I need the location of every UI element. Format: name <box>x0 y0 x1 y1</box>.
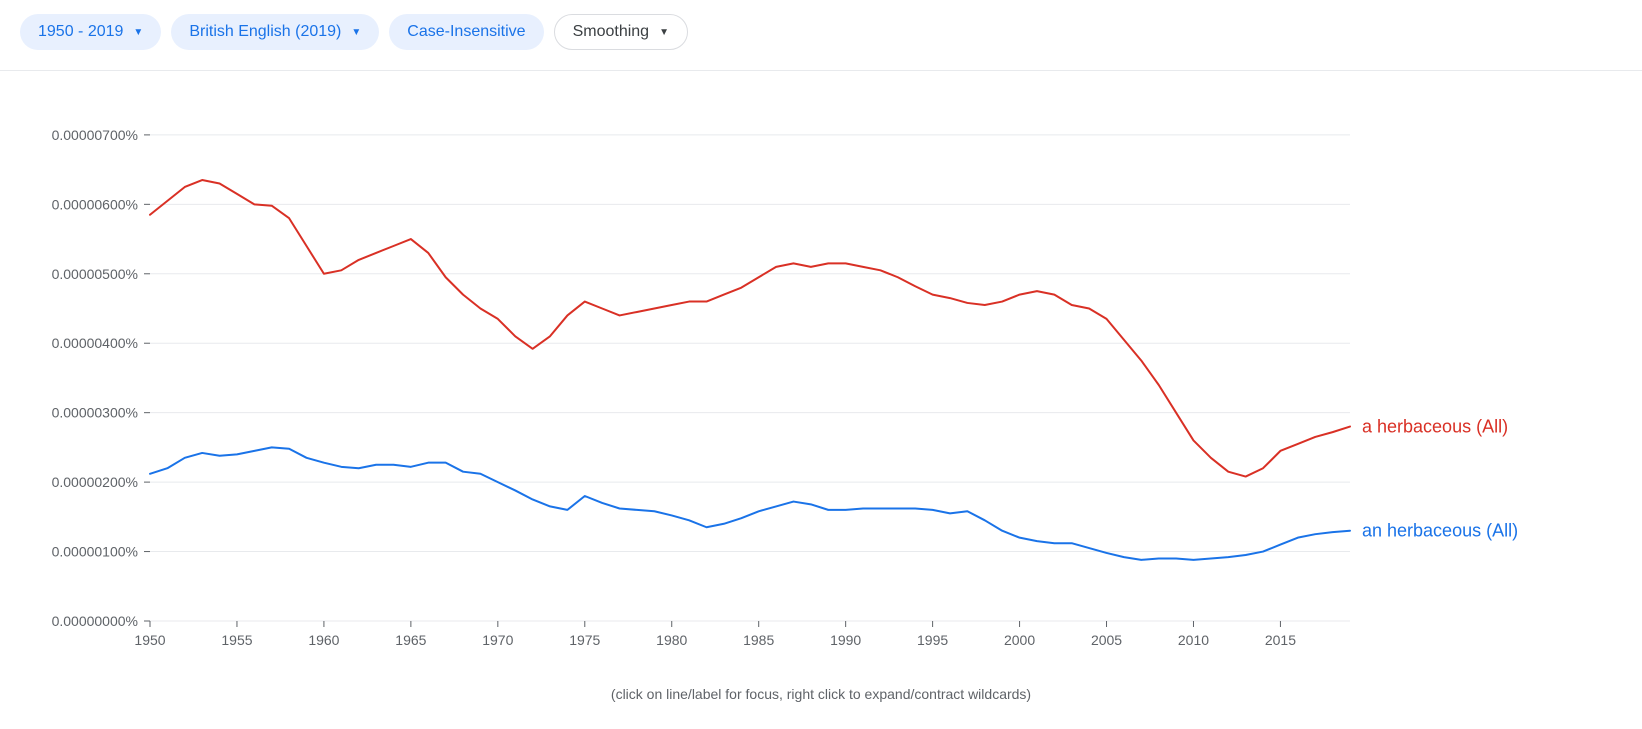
x-axis-label: 1950 <box>134 632 165 648</box>
filter-chip-label: Case-Insensitive <box>407 23 525 41</box>
chart-container: 0.00000000% 0.00000100% 0.00000200% 0.00000… <box>0 71 1642 676</box>
chevron-down-icon: ▼ <box>659 27 669 38</box>
filter-chip-1[interactable]: British English (2019) ▼ <box>171 14 379 50</box>
series-line-0[interactable] <box>150 180 1350 477</box>
x-axis-label: 1995 <box>917 632 948 648</box>
y-axis-label: 0.00000600% <box>52 196 138 212</box>
y-axis-label: 0.00000400% <box>52 335 138 351</box>
x-axis-label: 1990 <box>830 632 861 648</box>
filter-chip-0[interactable]: 1950 - 2019 ▼ <box>20 14 161 50</box>
x-axis-label: 2015 <box>1265 632 1296 648</box>
x-axis-label: 1980 <box>656 632 687 648</box>
filter-chip-2[interactable]: Case-Insensitive <box>389 14 543 50</box>
ngram-line-chart: 0.00000000% 0.00000100% 0.00000200% 0.00000… <box>20 111 1620 671</box>
x-axis-label: 2000 <box>1004 632 1035 648</box>
y-axis-label: 0.00000100% <box>52 544 138 560</box>
x-axis-label: 1955 <box>221 632 252 648</box>
filter-chip-label: Smoothing <box>573 23 650 41</box>
x-axis-label: 1985 <box>743 632 774 648</box>
filter-toolbar: 1950 - 2019 ▼ British English (2019) ▼ Case-… <box>0 0 1642 71</box>
x-axis-label: 1970 <box>482 632 513 648</box>
chart-hint-text: (click on line/label for focus, right cl… <box>0 676 1642 722</box>
chevron-down-icon: ▼ <box>351 27 361 38</box>
series-line-1[interactable] <box>150 447 1350 560</box>
filter-chip-3[interactable]: Smoothing ▼ <box>554 14 688 50</box>
y-axis-label: 0.00000000% <box>52 613 138 629</box>
x-axis-label: 2005 <box>1091 632 1122 648</box>
filter-chip-label: British English (2019) <box>189 23 341 41</box>
y-axis-label: 0.00000200% <box>52 474 138 490</box>
series-label-0[interactable]: a herbaceous (All) <box>1362 417 1508 437</box>
x-axis-label: 1960 <box>308 632 339 648</box>
y-axis-label: 0.00000500% <box>52 266 138 282</box>
y-axis-label: 0.00000300% <box>52 405 138 421</box>
y-axis-label: 0.00000700% <box>52 127 138 143</box>
x-axis-label: 1965 <box>395 632 426 648</box>
x-axis-label: 1975 <box>569 632 600 648</box>
chevron-down-icon: ▼ <box>133 27 143 38</box>
filter-chip-label: 1950 - 2019 <box>38 23 123 41</box>
series-label-1[interactable]: an herbaceous (All) <box>1362 521 1518 541</box>
x-axis-label: 2010 <box>1178 632 1209 648</box>
